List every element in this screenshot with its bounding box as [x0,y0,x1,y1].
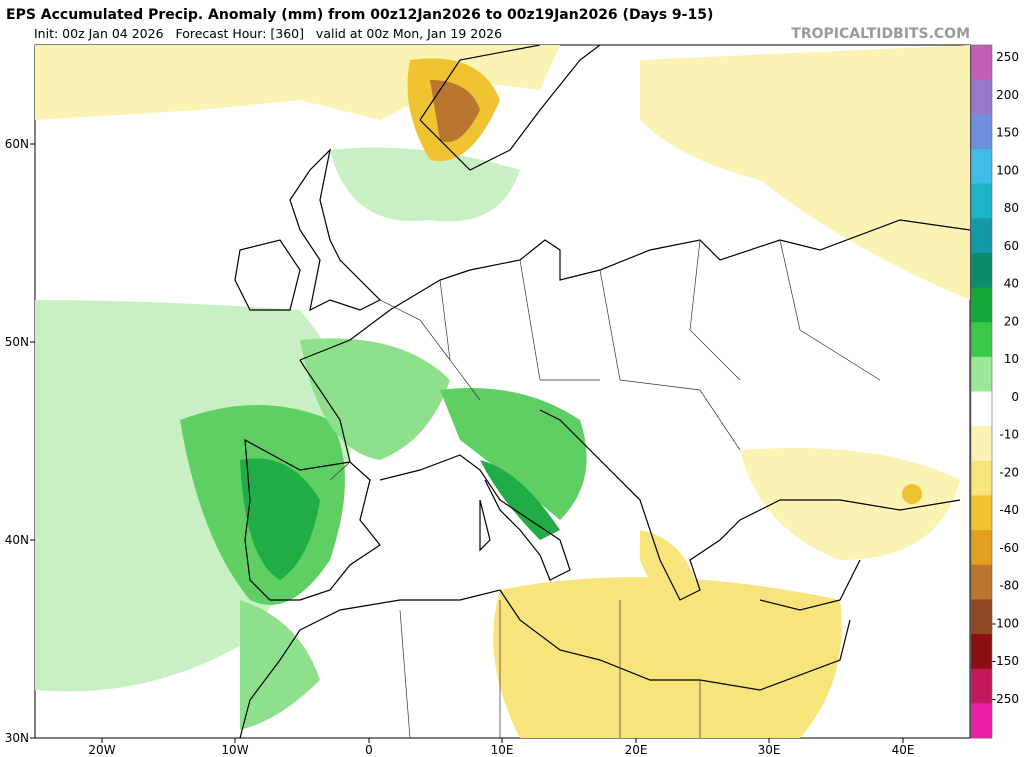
colorbar-swatch [971,45,992,81]
map-area [34,44,971,739]
lon-label: 30E [758,743,781,757]
colorbar-label: 0 [1011,390,1019,404]
colorbar-label: 250 [996,50,1019,64]
colorbar-swatch [971,460,992,496]
borders [329,239,881,738]
colorbar-label: 60 [1004,239,1019,253]
colorbar-swatch [971,495,992,531]
colorbar-swatch [971,599,992,635]
lon-label: 10W [221,743,248,757]
colorbar-swatch [971,287,992,323]
colorbar-label: -40 [999,503,1019,517]
colorbar-label: -80 [999,579,1019,593]
colorbar-label: 10 [1004,352,1019,366]
colorbar-swatch [971,391,992,427]
colorbar-swatch [971,79,992,115]
subtitle: Init: 00z Jan 04 2026 Forecast Hour: [36… [34,26,502,41]
coastlines [234,45,970,738]
lat-label: 40N [5,533,29,547]
colorbar-label: 200 [996,88,1019,102]
colorbar-swatch [971,564,992,600]
colorbar-swatch [971,703,992,739]
colorbar-swatch [971,668,992,704]
latitude-labels: 60N 50N 40N 30N [5,137,35,745]
anomaly-field [35,45,970,738]
colorbar-frame [970,44,993,739]
colorbar-label: -250 [992,692,1019,706]
lon-label: 0 [365,743,373,757]
colorbar-label: -100 [992,616,1019,630]
colorbar-swatch [971,634,992,670]
colorbar-label: -60 [999,541,1019,555]
colorbar-swatch [971,148,992,185]
lon-label: 20E [625,743,648,757]
colorbar-swatch [971,322,992,358]
source: TROPICALTIDBITS.COM [791,26,970,42]
lon-label: 20W [88,743,115,757]
lat-label: 60N [5,137,29,151]
colorbar-label: 80 [1004,201,1019,215]
colorbar-label: 100 [996,163,1019,177]
lon-label: 10E [491,743,514,757]
colorbar-label: 20 [1004,314,1019,328]
colorbar-label: -150 [992,654,1019,668]
colorbar-swatch [971,426,992,462]
colorbar-swatch [971,183,992,219]
title: EPS Accumulated Precip. Anomaly (mm) fro… [6,7,713,23]
colorbar-label: 150 [996,126,1019,140]
colorbar-swatch [971,252,992,289]
lat-label: 30N [5,731,29,745]
colorbar: 25020015010080604020100-10-20-40-60-80-1… [970,44,1019,739]
colorbar-swatch [971,530,992,566]
longitude-labels: 20W 10W 0 10E 20E 30E 40E [88,738,914,757]
colorbar-swatch [971,218,992,254]
colorbar-swatch [971,114,992,150]
lon-label: 40E [892,743,915,757]
colorbar-swatch [971,356,992,392]
lat-label: 50N [5,335,29,349]
colorbar-label: -10 [999,428,1019,442]
colorbar-label: -20 [999,465,1019,479]
colorbar-label: 40 [1004,277,1019,291]
